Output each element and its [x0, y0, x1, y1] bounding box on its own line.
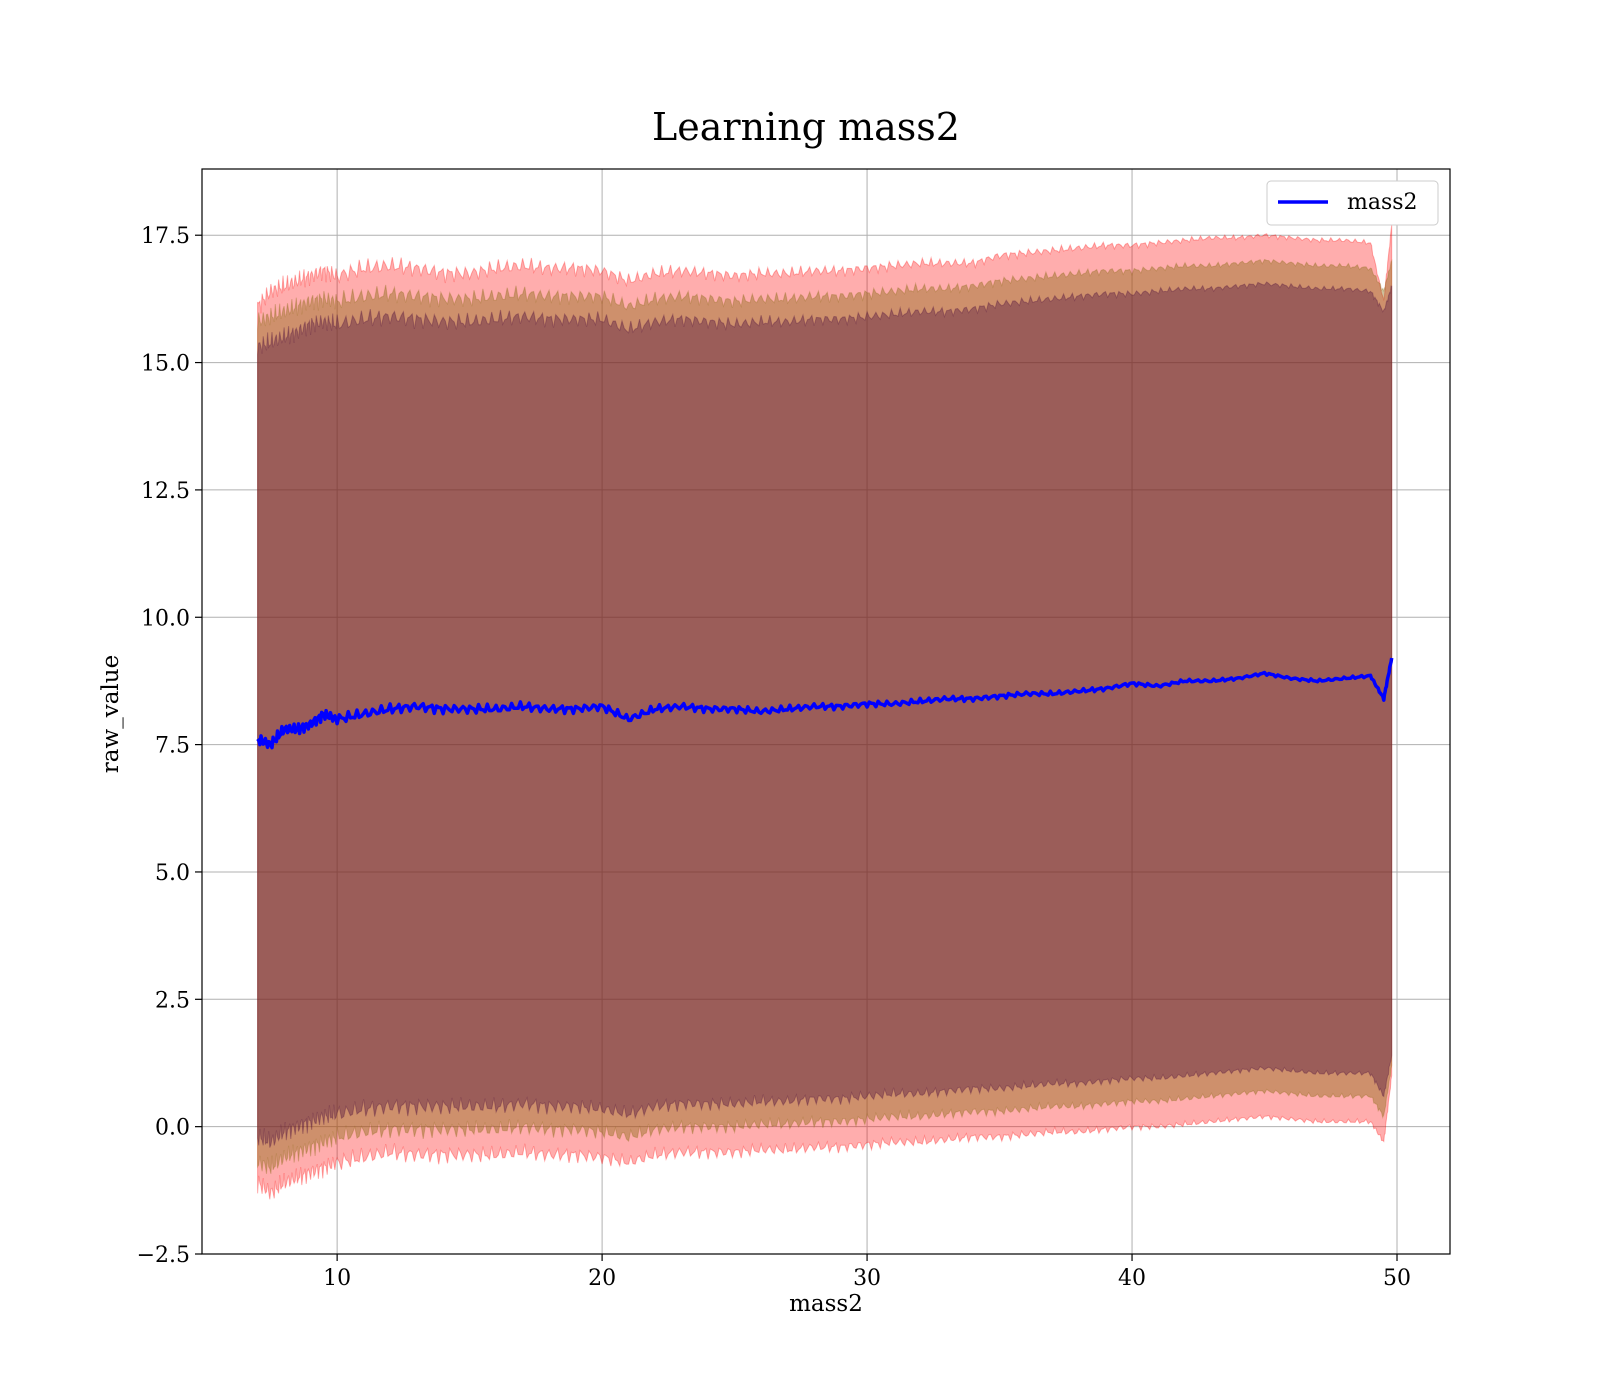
legend-box: [1266, 180, 1439, 226]
y-tick-label: 0.0: [155, 1116, 190, 1141]
y-tick-label: 15.0: [141, 352, 190, 377]
legend: mass2: [1266, 180, 1439, 226]
band-middle: [257, 258, 1393, 1174]
x-tick-label: 30: [853, 1266, 881, 1291]
y-tick-label: 10.0: [141, 606, 190, 631]
x-axis: 10 20 30 40 50: [323, 1254, 1411, 1291]
y-axis: −2.5 0.0 2.5 5.0 7.5 10.0 12.5 15.0 17.5: [137, 224, 202, 1268]
y-axis-label: raw_value: [98, 655, 124, 773]
y-tick-label: 5.0: [155, 861, 190, 886]
x-tick-label: 10: [323, 1266, 351, 1291]
band-outer: [257, 224, 1393, 1200]
y-tick-label: 12.5: [141, 479, 190, 504]
plot-area: [201, 168, 1451, 1255]
grid-lines: [202, 169, 1450, 1255]
legend-label-mass2: mass2: [1347, 190, 1418, 215]
series-lines: [256, 657, 1394, 750]
series-line-mass2: [256, 657, 1394, 750]
y-tick-label: 7.5: [155, 734, 190, 759]
y-tick-label: −2.5: [137, 1243, 190, 1268]
plot-frame: [201, 168, 1451, 1255]
y-tick-label: 17.5: [141, 224, 190, 249]
chart-title: Learning mass2: [652, 105, 960, 149]
x-tick-label: 50: [1383, 1266, 1411, 1291]
x-axis-label: mass2: [789, 1291, 863, 1317]
band-inner: [257, 281, 1393, 1148]
uncertainty-bands: [257, 224, 1393, 1200]
y-tick-label: 2.5: [155, 988, 190, 1013]
x-tick-label: 40: [1118, 1266, 1146, 1291]
x-tick-label: 20: [588, 1266, 616, 1291]
